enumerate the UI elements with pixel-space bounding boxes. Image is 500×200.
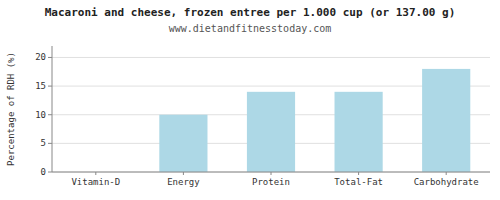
y-tick [48,114,52,115]
chart-svg: Macaroni and cheese, frozen entree per 1… [0,0,500,200]
grid-line [52,57,490,58]
x-tick-label: Vitamin-D [71,177,120,187]
y-tick-label: 0 [41,167,46,177]
y-tick-label: 15 [35,81,46,91]
y-tick [48,86,52,87]
y-axis: 0 5 10 15 20 [35,46,52,177]
x-tick [358,172,359,175]
bar [247,92,295,172]
bar [159,115,207,172]
bar [335,92,383,172]
x-axis: Vitamin-D Energy Protein Total-Fat Carbohydr… [52,172,490,187]
x-tick-label: Total-Fat [334,177,383,187]
y-tick [48,57,52,58]
x-tick-label: Carbohydrate [414,177,479,187]
y-axis-line [52,46,53,172]
bar [422,69,470,172]
grid [52,57,490,172]
bars [159,69,470,172]
y-tick-label: 5 [41,138,46,148]
x-tick [446,172,447,175]
y-tick [48,172,52,173]
x-tick-label: Protein [252,177,290,187]
subtitle: www.dietandfitnesstoday.com [169,23,332,34]
chart-container: Macaroni and cheese, frozen entree per 1… [0,0,500,200]
y-tick [48,143,52,144]
x-tick [95,172,96,175]
x-tick-label: Energy [167,177,200,187]
x-tick [183,172,184,175]
y-tick-label: 20 [35,52,46,62]
y-tick-label: 10 [35,110,46,120]
x-tick [271,172,272,175]
y-axis-label: Percentage of RDH (%) [6,52,16,166]
title: Macaroni and cheese, frozen entree per 1… [45,6,456,19]
